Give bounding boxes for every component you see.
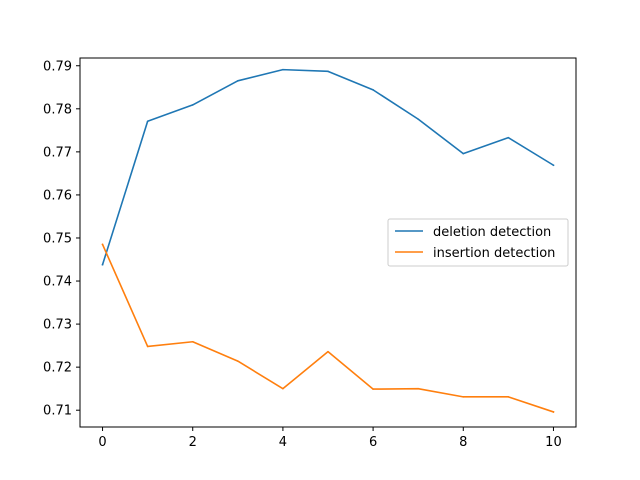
data-point	[372, 388, 374, 390]
data-point	[101, 263, 104, 266]
data-point	[462, 396, 465, 398]
y-tick-label: 0.75	[43, 231, 72, 246]
y-axis: 0.71 0.72 0.73 0.74 0.75 0.76 0.77 0.78 0.79	[43, 59, 80, 419]
data-point	[191, 104, 194, 106]
y-tick-label: 0.78	[43, 102, 72, 117]
data-point	[552, 411, 555, 413]
data-point	[146, 345, 149, 348]
data-point	[282, 68, 284, 71]
y-tick-label: 0.71	[43, 404, 72, 419]
x-tick-label: 2	[189, 435, 197, 450]
y-tick-label: 0.77	[43, 145, 72, 160]
data-point	[552, 164, 555, 167]
data-point	[146, 120, 149, 123]
y-tick-label: 0.74	[43, 275, 72, 290]
data-point	[507, 136, 510, 139]
x-tick-label: 0	[98, 435, 106, 450]
data-point	[372, 89, 374, 91]
legend-label-insertion: insertion detection	[433, 246, 555, 261]
x-tick-label: 6	[369, 435, 377, 450]
plot-lines	[101, 68, 555, 413]
data-point	[417, 118, 419, 120]
y-tick-label: 0.72	[43, 361, 72, 376]
legend-label-deletion: deletion detection	[433, 225, 551, 240]
data-point	[327, 70, 329, 73]
legend: deletion detection insertion detection	[387, 218, 569, 267]
x-axis: 0 2 4 6 8 10	[98, 427, 562, 450]
data-point	[507, 396, 510, 398]
legend-frame	[387, 218, 569, 267]
data-point	[237, 360, 239, 362]
x-tick-label: 10	[545, 435, 562, 450]
data-point	[462, 152, 465, 155]
data-point	[327, 350, 329, 353]
data-point	[237, 80, 239, 82]
plot-frame	[79, 57, 577, 428]
x-tick-label: 4	[279, 435, 287, 450]
y-tick-label: 0.79	[43, 59, 72, 74]
data-point	[191, 340, 194, 343]
data-point	[101, 243, 104, 246]
x-tick-label: 8	[459, 435, 467, 450]
y-tick-label: 0.76	[43, 188, 72, 203]
data-point	[282, 387, 284, 390]
y-tick-label: 0.73	[43, 318, 72, 333]
data-point	[417, 387, 419, 390]
